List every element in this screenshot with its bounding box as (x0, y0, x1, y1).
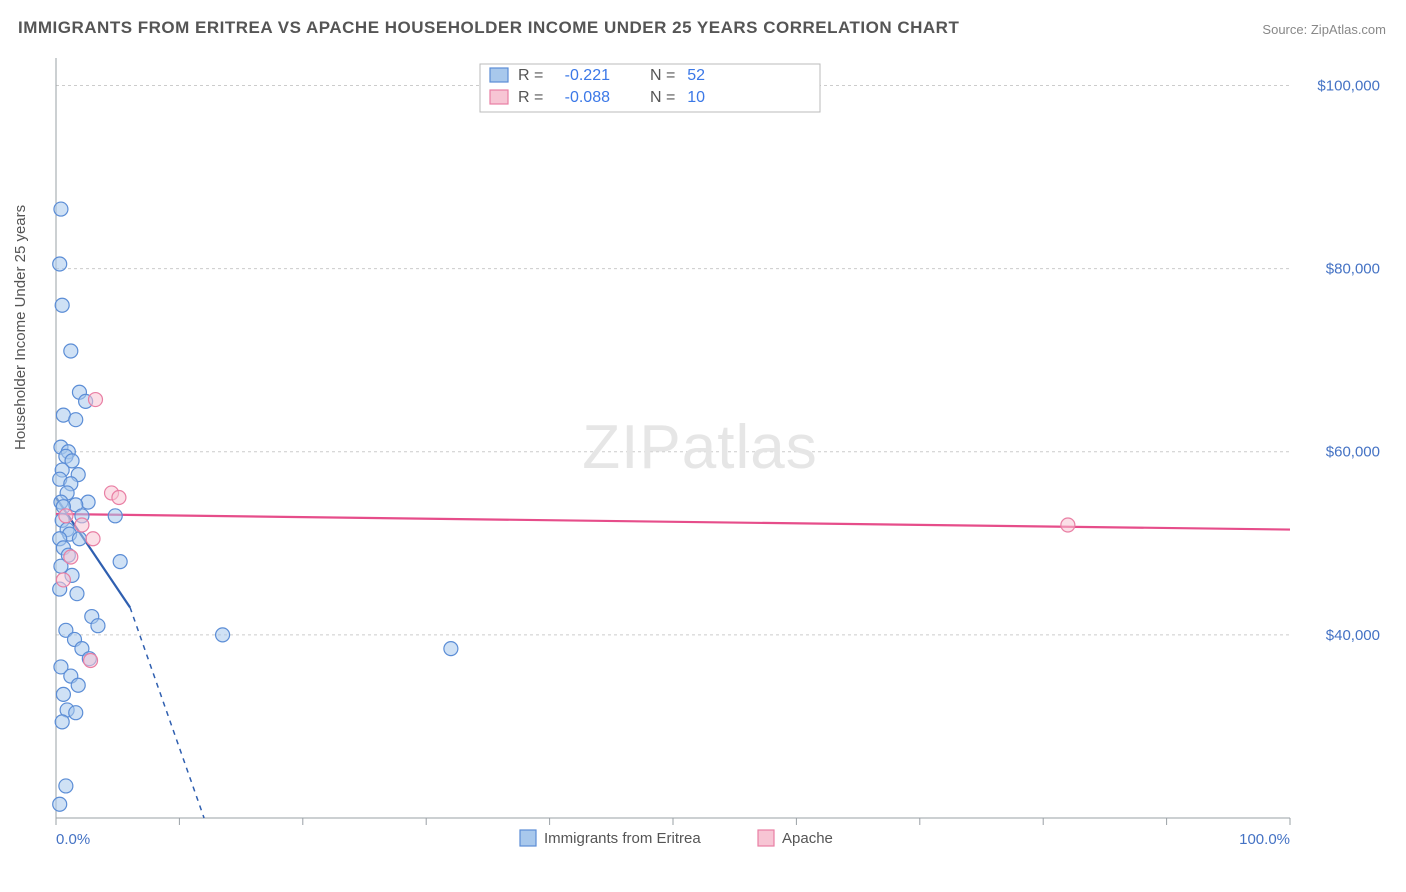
data-point (108, 509, 122, 523)
data-point (55, 715, 69, 729)
legend-n-label: N = (650, 67, 675, 84)
data-point (69, 413, 83, 427)
data-point (84, 654, 98, 668)
y-tick-label: $100,000 (1317, 77, 1380, 94)
data-point (75, 518, 89, 532)
legend-r-value: -0.221 (565, 67, 610, 84)
data-point (59, 779, 73, 793)
legend-swatch (520, 830, 536, 846)
y-axis-label: Householder Income Under 25 years (12, 205, 29, 450)
x-tick-label: 100.0% (1239, 831, 1290, 848)
data-point (64, 344, 78, 358)
legend-swatch (490, 90, 508, 104)
chart-svg: $40,000 $60,000 $80,000 $100,000 ZIPatlas 0.0… (50, 58, 1390, 878)
source-label: Source: (1262, 22, 1307, 37)
data-point (53, 797, 67, 811)
legend-r-label: R = (518, 67, 543, 84)
data-point (64, 550, 78, 564)
plot-area: $40,000$60,000$80,000$100,000ZIPatlas0.0… (50, 58, 1350, 838)
legend-series-label: Apache (782, 830, 833, 847)
data-point (444, 642, 458, 656)
data-point (112, 491, 126, 505)
data-point (56, 687, 70, 701)
watermark: ZIPatlas (582, 413, 817, 482)
data-point (113, 555, 127, 569)
data-point (71, 678, 85, 692)
y-tick-label: $60,000 (1326, 444, 1380, 461)
data-point (54, 202, 68, 216)
legend-n-value: 52 (687, 67, 705, 84)
y-tick-label: $40,000 (1326, 627, 1380, 644)
x-tick-label: 0.0% (56, 831, 90, 848)
legend-r-label: R = (518, 89, 543, 106)
data-point (69, 706, 83, 720)
data-point (55, 298, 69, 312)
data-point (70, 587, 84, 601)
data-point (216, 628, 230, 642)
source-attribution: Source: ZipAtlas.com (1262, 22, 1386, 37)
data-point (86, 532, 100, 546)
legend-swatch (758, 830, 774, 846)
data-point (81, 495, 95, 509)
regression-line (56, 514, 1290, 530)
data-point (53, 257, 67, 271)
legend-r-value: -0.088 (565, 89, 610, 106)
legend-series-label: Immigrants from Eritrea (544, 830, 701, 847)
regression-line-dashed (130, 607, 204, 818)
legend-n-label: N = (650, 89, 675, 106)
source-value: ZipAtlas.com (1311, 22, 1386, 37)
data-point (91, 619, 105, 633)
legend-swatch (490, 68, 508, 82)
data-point (56, 573, 70, 587)
data-point (88, 393, 102, 407)
chart-title: IMMIGRANTS FROM ERITREA VS APACHE HOUSEH… (18, 18, 959, 38)
y-tick-label: $80,000 (1326, 261, 1380, 278)
data-point (1061, 518, 1075, 532)
data-point (72, 532, 86, 546)
data-point (59, 509, 73, 523)
legend-n-value: 10 (687, 89, 705, 106)
